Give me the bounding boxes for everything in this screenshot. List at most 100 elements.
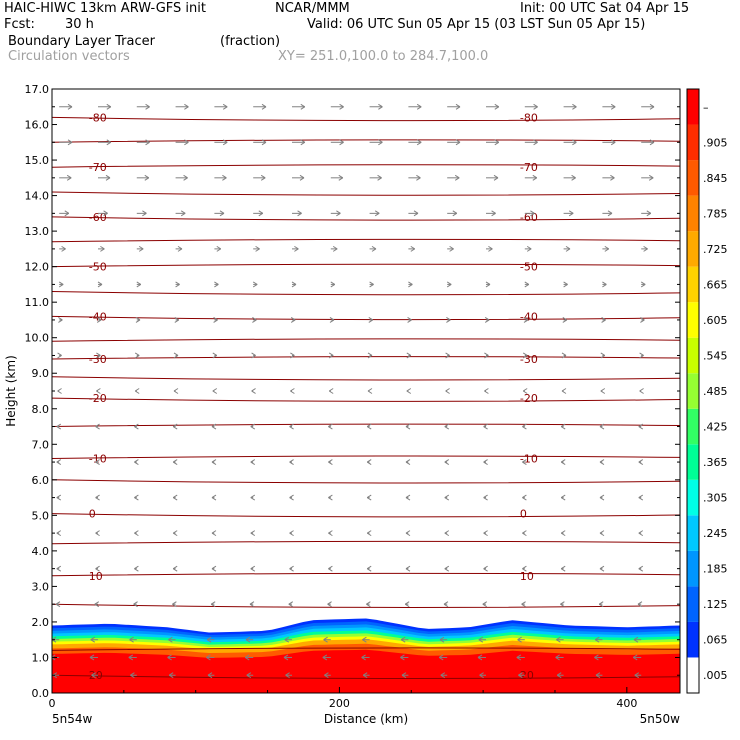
vector-head	[211, 459, 217, 463]
isotherm-line	[52, 191, 680, 196]
vector-head	[362, 672, 368, 676]
vector-head	[328, 390, 334, 394]
vector-head	[255, 245, 260, 250]
vector-head	[378, 139, 383, 143]
vector-head	[338, 177, 344, 181]
vector-head	[211, 565, 217, 570]
vector-head	[522, 532, 527, 537]
vector-head	[180, 210, 186, 214]
vector-head	[634, 674, 640, 679]
colorbar-swatch	[687, 657, 699, 693]
colorbar-swatch	[687, 515, 699, 551]
colorbar-label: .545	[703, 349, 728, 362]
vector-head	[106, 141, 112, 146]
vector-head	[649, 139, 655, 143]
vector-head	[134, 390, 140, 394]
vector-head	[533, 106, 538, 110]
vector-head	[516, 657, 522, 661]
vector-head	[290, 352, 295, 356]
colorbar-swatch	[687, 373, 699, 409]
vector-head	[222, 139, 228, 143]
colorbar-label: .905	[703, 136, 728, 149]
vector-head	[562, 317, 568, 321]
vector-head	[454, 177, 460, 181]
vector-head	[211, 494, 217, 499]
vector-head	[602, 283, 607, 288]
vector-head	[251, 352, 256, 356]
vector-head	[405, 565, 411, 570]
vector-head	[361, 657, 366, 661]
vector-head	[523, 317, 529, 321]
isotherm-label: -20	[89, 392, 107, 405]
vector-head	[444, 459, 450, 463]
vector-head	[261, 139, 267, 143]
vector-head	[285, 672, 290, 676]
vector-head	[211, 461, 217, 465]
vector-head	[416, 141, 422, 146]
vector-head	[565, 248, 571, 252]
vector-head	[602, 281, 607, 285]
vector-head	[405, 426, 411, 430]
vector-head	[416, 139, 422, 143]
vector-head	[339, 139, 344, 143]
vector-head	[560, 565, 566, 570]
vector-head	[135, 317, 141, 321]
vector-head	[638, 568, 644, 572]
vector-head	[637, 601, 643, 605]
vector-head	[144, 177, 150, 181]
vector-head	[366, 494, 372, 499]
vector-head	[400, 639, 406, 643]
vector-head	[455, 106, 461, 110]
init-time: Init: 00 UTC Sat 04 Apr 15	[520, 1, 690, 16]
vector-head	[530, 210, 535, 214]
y-tick-label: 6.0	[32, 474, 50, 487]
vector-head	[482, 601, 488, 605]
vector-head	[255, 248, 260, 252]
vector-head	[560, 532, 566, 537]
colorbar-swatch	[687, 550, 699, 587]
vector-head	[599, 423, 605, 427]
vector-head	[212, 390, 218, 394]
vector-head	[300, 139, 306, 143]
y-tick-label: 7.0	[32, 438, 50, 451]
isotherm-label: 0	[89, 508, 96, 521]
vector-head	[96, 388, 101, 392]
vector-head	[211, 532, 217, 537]
x-axis-title: Distance (km)	[324, 712, 408, 726]
vector-head	[138, 248, 144, 252]
vector-head	[526, 245, 532, 250]
vector-head	[211, 497, 217, 501]
vector-head	[168, 639, 173, 643]
isotherm-label: -70	[89, 161, 107, 174]
vector-head	[289, 532, 294, 537]
vector-head	[250, 494, 256, 499]
field-units: (fraction)	[220, 34, 281, 49]
vector-head	[366, 461, 372, 465]
vector-head	[556, 672, 562, 676]
vector-head	[338, 174, 344, 179]
vector-head	[633, 639, 639, 643]
vector-head	[175, 281, 180, 285]
vector-head	[56, 494, 62, 499]
vector-head	[94, 601, 100, 605]
vector-head	[637, 603, 643, 608]
vector-head	[371, 248, 377, 252]
vector-head	[560, 459, 566, 463]
vector-head	[444, 565, 450, 570]
vector-head	[97, 281, 103, 285]
colorbar-label: .305	[703, 492, 728, 505]
vector-head	[52, 654, 56, 658]
vector-head	[454, 174, 460, 179]
vector-head	[327, 601, 332, 605]
isotherm-label: -40	[89, 310, 107, 323]
colorbar-label: .065	[703, 634, 728, 647]
vector-head	[294, 248, 299, 252]
isotherm-line	[52, 397, 680, 402]
y-tick-label: 2.0	[32, 616, 50, 629]
vector-head	[594, 654, 599, 658]
vector-head	[632, 657, 638, 661]
vector-head	[56, 565, 62, 570]
vector-head	[599, 461, 605, 465]
vector-head	[105, 174, 111, 179]
vector-head	[533, 139, 538, 143]
